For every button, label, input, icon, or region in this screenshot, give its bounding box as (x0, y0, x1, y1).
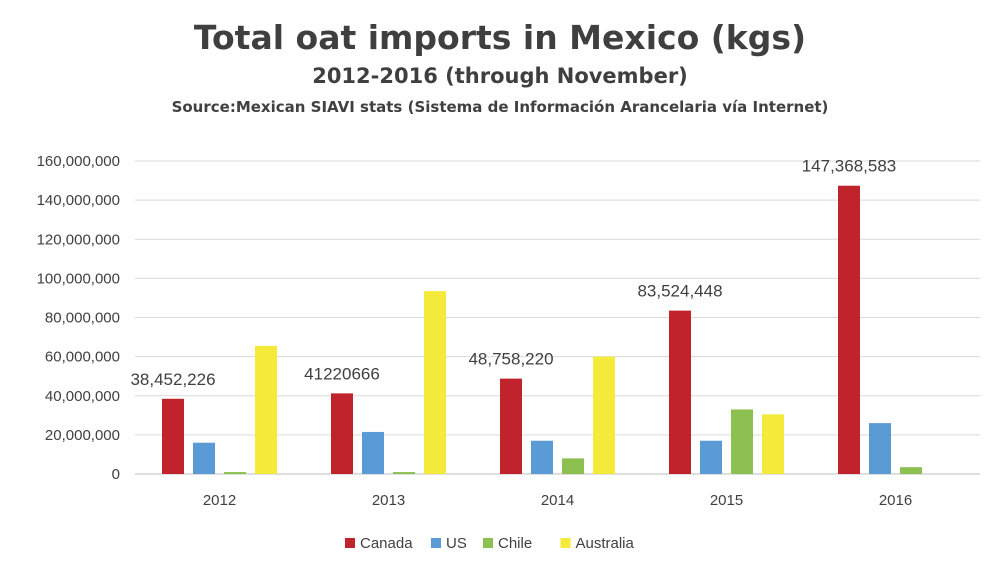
bar-us-2015 (700, 440, 722, 474)
legend-swatch-chile (483, 538, 493, 548)
data-label-canada-2014: 48,758,220 (468, 350, 553, 369)
y-tick-label: 0 (112, 466, 120, 483)
bar-australia-2014 (593, 356, 615, 474)
legend-swatch-australia (560, 538, 571, 548)
bar-chile-2012 (224, 472, 246, 474)
bar-australia-2012 (255, 345, 277, 474)
y-tick-label: 20,000,000 (45, 427, 120, 444)
bar-canada-2016 (838, 185, 860, 474)
chart-source: Source:Mexican SIAVI stats (Sistema de I… (171, 98, 829, 116)
y-tick-label: 120,000,000 (37, 231, 120, 248)
bar-australia-2013 (424, 291, 446, 474)
x-tick-label: 2014 (541, 492, 574, 509)
bar-us-2012 (193, 442, 215, 474)
bar-canada-2015 (669, 310, 691, 474)
data-label-canada-2013: 41220666 (304, 364, 380, 383)
title-block: Total oat imports in Mexico (kgs) 2012-2… (0, 0, 1000, 118)
y-tick-label: 60,000,000 (45, 349, 120, 366)
bar-australia-2015 (762, 414, 784, 474)
x-tick-label: 2013 (372, 492, 405, 509)
bar-canada-2012 (162, 398, 184, 474)
data-label-canada-2016: 147,368,583 (802, 157, 897, 176)
chart-subtitle: 2012-2016 (through November) (312, 64, 688, 88)
chart-title: Total oat imports in Mexico (kgs) (193, 18, 807, 57)
legend-label-us: US (446, 535, 467, 552)
data-label-canada-2015: 83,524,448 (637, 282, 722, 301)
bar-canada-2014 (500, 378, 522, 474)
y-tick-label: 100,000,000 (37, 270, 120, 287)
bar-us-2016 (869, 423, 891, 474)
y-tick-label: 160,000,000 (37, 153, 120, 170)
bar-us-2014 (531, 440, 553, 474)
legend-swatch-us (431, 538, 441, 548)
data-label-canada-2012: 38,452,226 (130, 370, 215, 389)
legend-label-canada: Canada (360, 535, 413, 552)
bar-chile-2014 (562, 458, 584, 474)
bar-chile-2013 (393, 472, 415, 474)
bar-chile-2015 (731, 409, 753, 474)
y-tick-label: 40,000,000 (45, 388, 120, 405)
legend-swatch-canada (345, 538, 355, 548)
x-tick-label: 2016 (879, 492, 912, 509)
legend-label-chile: Chile (498, 535, 532, 552)
x-tick-label: 2015 (710, 492, 743, 509)
y-tick-label: 140,000,000 (37, 192, 120, 209)
x-tick-label: 2012 (203, 492, 236, 509)
legend-label-australia: Australia (576, 535, 635, 552)
bar-canada-2013 (331, 393, 353, 474)
y-tick-label: 80,000,000 (45, 310, 120, 327)
bar-chile-2016 (900, 467, 922, 474)
bar-us-2013 (362, 431, 384, 474)
